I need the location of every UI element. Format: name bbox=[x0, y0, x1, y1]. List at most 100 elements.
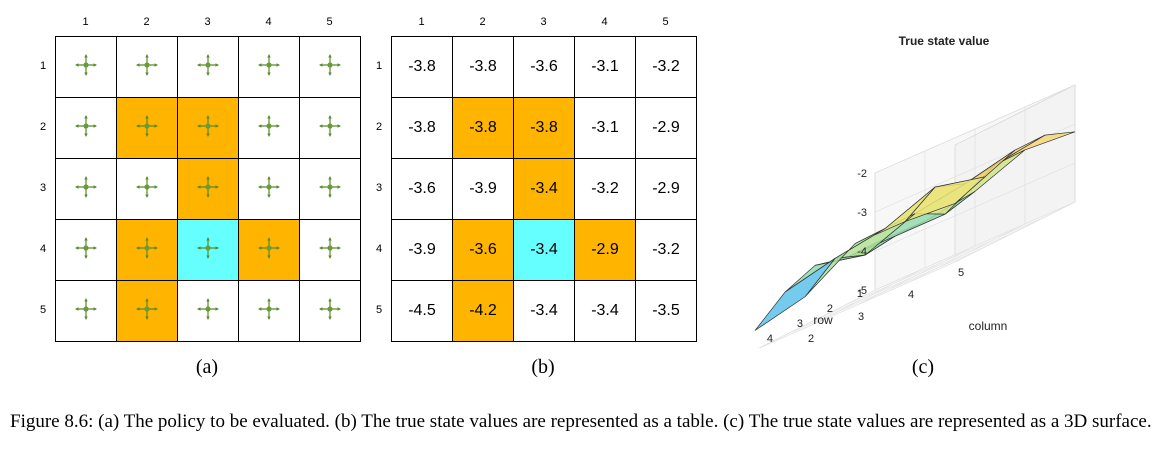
state-value: -4.2 bbox=[469, 302, 497, 319]
stay-plus-arrows-icon bbox=[197, 236, 219, 259]
policy-cell bbox=[299, 158, 361, 220]
policy-cell bbox=[116, 219, 178, 281]
state-value: -3.9 bbox=[469, 180, 497, 197]
column-tick-label: 2 bbox=[808, 333, 814, 345]
value-cell: -3.2 bbox=[574, 158, 636, 220]
stay-plus-arrows-icon bbox=[319, 236, 341, 259]
column-label: 2 bbox=[143, 16, 150, 28]
policy-cell bbox=[299, 97, 361, 159]
state-value: -3.2 bbox=[591, 180, 619, 197]
value-cell: -3.9 bbox=[391, 219, 453, 281]
value-cell: -3.8 bbox=[513, 97, 575, 159]
value-cell: -3.4 bbox=[513, 219, 575, 281]
stay-plus-arrows-icon bbox=[258, 175, 280, 198]
value-cell: -2.9 bbox=[574, 219, 636, 281]
column-label: 2 bbox=[479, 16, 486, 28]
grid-row bbox=[55, 36, 361, 98]
policy-cell bbox=[116, 36, 178, 98]
column-tick-label: 4 bbox=[908, 289, 914, 301]
column-tick-label: 3 bbox=[858, 311, 864, 323]
value-cell: -4.2 bbox=[452, 280, 514, 342]
state-value-grid: -3.8 -3.8 -3.6 -3.1 -3.2 -3.8 -3.8 -3.8 -3.1 -2.9… bbox=[391, 36, 697, 342]
stay-plus-arrows-icon bbox=[136, 297, 158, 320]
state-value: -3.9 bbox=[408, 241, 436, 258]
policy-cell bbox=[238, 158, 300, 220]
grid-line bbox=[758, 261, 956, 348]
row-label: 1 bbox=[40, 59, 47, 72]
policy-cell bbox=[116, 158, 178, 220]
row-label: 3 bbox=[40, 181, 47, 194]
state-value: -3.1 bbox=[591, 119, 619, 136]
value-cell: -3.1 bbox=[574, 97, 636, 159]
stay-plus-arrows-icon bbox=[258, 53, 280, 76]
state-value: -3.2 bbox=[652, 241, 680, 258]
row-label: 2 bbox=[376, 120, 383, 133]
column-label: 5 bbox=[326, 16, 333, 28]
stay-plus-arrows-icon bbox=[136, 175, 158, 198]
value-cell: -3.4 bbox=[513, 280, 575, 342]
value-cell: -3.6 bbox=[391, 158, 453, 220]
state-value: -3.4 bbox=[530, 241, 558, 258]
row-label: 3 bbox=[376, 181, 383, 194]
stay-plus-arrows-icon bbox=[197, 297, 219, 320]
grid-row bbox=[55, 280, 361, 342]
z-tick-label: -3 bbox=[857, 207, 867, 219]
stay-plus-arrows-icon bbox=[136, 53, 158, 76]
subcaption-c: (c) bbox=[911, 356, 935, 378]
value-cell: -3.1 bbox=[574, 36, 636, 98]
grid-line bbox=[784, 246, 986, 336]
value-cell: -3.2 bbox=[635, 219, 697, 281]
value-cell: -2.9 bbox=[635, 97, 697, 159]
stay-plus-arrows-icon bbox=[319, 297, 341, 320]
column-axis-label: column bbox=[969, 319, 1008, 333]
stay-plus-arrows-icon bbox=[319, 53, 341, 76]
stay-plus-arrows-icon bbox=[258, 297, 280, 320]
policy-cell bbox=[177, 97, 239, 159]
stay-plus-arrows-icon bbox=[197, 175, 219, 198]
row-tick-label: 4 bbox=[767, 333, 773, 345]
state-value: -3.6 bbox=[530, 58, 558, 75]
value-cell: -3.2 bbox=[635, 36, 697, 98]
policy-cell bbox=[299, 280, 361, 342]
state-value: -3.8 bbox=[408, 119, 436, 136]
column-label: 4 bbox=[601, 16, 608, 28]
stay-plus-arrows-icon bbox=[258, 114, 280, 137]
row-label: 4 bbox=[40, 242, 47, 255]
policy-cell bbox=[116, 280, 178, 342]
stay-plus-arrows-icon bbox=[75, 297, 97, 320]
chart-title: True state value bbox=[899, 34, 990, 48]
state-value: -3.5 bbox=[652, 302, 680, 319]
grid-line bbox=[814, 231, 1016, 321]
grid-row: -3.9 -3.6 -3.4 -2.9 -3.2 bbox=[391, 219, 697, 281]
state-value: -2.9 bbox=[652, 180, 680, 197]
stay-plus-arrows-icon bbox=[75, 53, 97, 76]
policy-cell bbox=[177, 219, 239, 281]
policy-cell bbox=[55, 97, 117, 159]
state-value: -4.5 bbox=[408, 302, 436, 319]
z-tick-label: -5 bbox=[857, 285, 867, 297]
state-value: -3.1 bbox=[591, 58, 619, 75]
row-label: 1 bbox=[376, 59, 383, 72]
column-label: 3 bbox=[204, 16, 211, 28]
value-cell: -3.6 bbox=[513, 36, 575, 98]
state-value: -3.2 bbox=[652, 58, 680, 75]
state-value: -3.4 bbox=[530, 180, 558, 197]
row-tick-label: 2 bbox=[827, 303, 833, 315]
grid-row bbox=[55, 219, 361, 281]
policy-cell bbox=[55, 280, 117, 342]
row-label: 5 bbox=[376, 303, 383, 316]
grid-row bbox=[55, 97, 361, 159]
state-value: -2.9 bbox=[652, 119, 680, 136]
state-value: -3.6 bbox=[469, 241, 497, 258]
row-tick-label: 1 bbox=[857, 288, 863, 300]
row-axis-label: row bbox=[813, 313, 833, 327]
column-label: 1 bbox=[82, 16, 89, 28]
policy-cell bbox=[238, 280, 300, 342]
row-tick-label: 3 bbox=[797, 318, 803, 330]
policy-grid bbox=[55, 36, 361, 342]
stay-plus-arrows-icon bbox=[319, 114, 341, 137]
value-cell: -3.5 bbox=[635, 280, 697, 342]
surface-patch bbox=[754, 258, 836, 331]
value-cell: -3.6 bbox=[452, 219, 514, 281]
column-tick-label: 5 bbox=[958, 267, 964, 279]
